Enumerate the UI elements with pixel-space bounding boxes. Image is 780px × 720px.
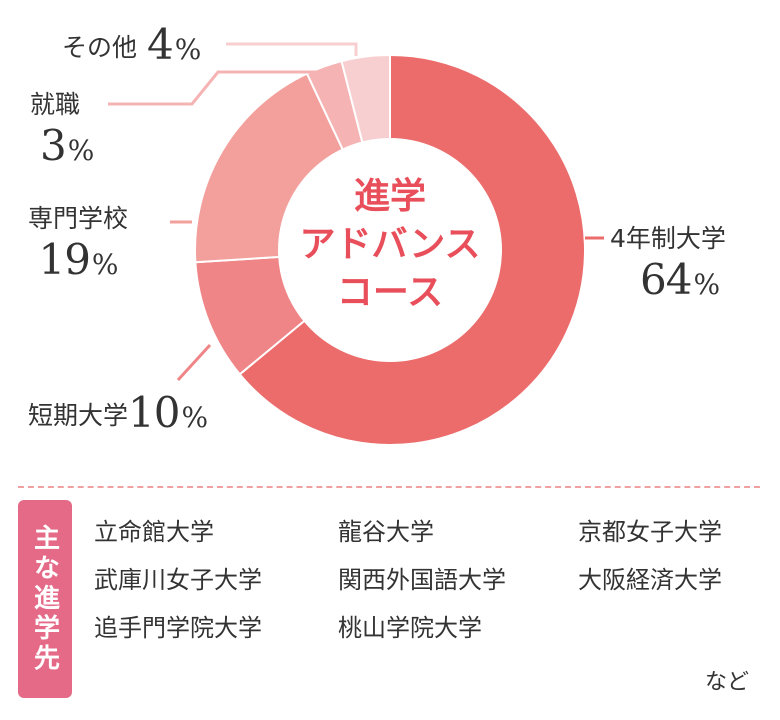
chart-title-line-3: コース [337,272,443,313]
label-junior-name: 短期大学 [28,401,129,430]
university-item: 龍谷大学 [338,518,434,546]
label-employment: 就職 3% [30,90,94,170]
label-vocational-name: 専門学校 [28,204,129,233]
label-other-name: その他 [62,33,138,62]
leader-lines [108,42,604,382]
leader-line-5 [226,42,358,56]
dashed-separator [18,486,760,488]
label-employment-name: 就職 [30,90,81,119]
label-vocational: 専門学校 19% [28,206,128,281]
destinations-tag-label: 主な進学先 [29,524,60,674]
donut-chart: 進学 アドバンス コース [108,42,604,446]
university-item: 桃山学院大学 [338,614,482,642]
leader-line-2 [176,343,212,382]
university-item: 大阪経済大学 [578,566,722,594]
university-item: 武庫川女子大学 [94,566,262,594]
leader-line-4 [108,70,320,106]
label-univ-name: 4年制大学 [610,224,726,253]
etc-note: など [705,670,750,695]
destinations-tag: 主な進学先 [18,500,72,698]
university-item: 追手門学院大学 [94,614,262,642]
chart-title-line-2: アドバンス [299,224,480,265]
label-junior-value: 10% [128,388,208,437]
label-other-value: 4% [147,20,201,69]
label-junior: 短期大学 10% [28,388,208,437]
label-univ: 4年制大学 64% [610,226,726,301]
chart-title-line-1: 進学 [354,175,426,217]
university-item: 関西外国語大学 [338,566,506,594]
donut-hole [278,138,502,362]
university-item: 立命館大学 [94,518,214,546]
university-item: 京都女子大学 [578,518,722,546]
label-employment-value: 3% [40,121,94,170]
label-vocational-value: 19% [38,235,118,284]
label-univ-value: 64% [640,255,720,304]
label-other: その他 4% [62,20,201,69]
